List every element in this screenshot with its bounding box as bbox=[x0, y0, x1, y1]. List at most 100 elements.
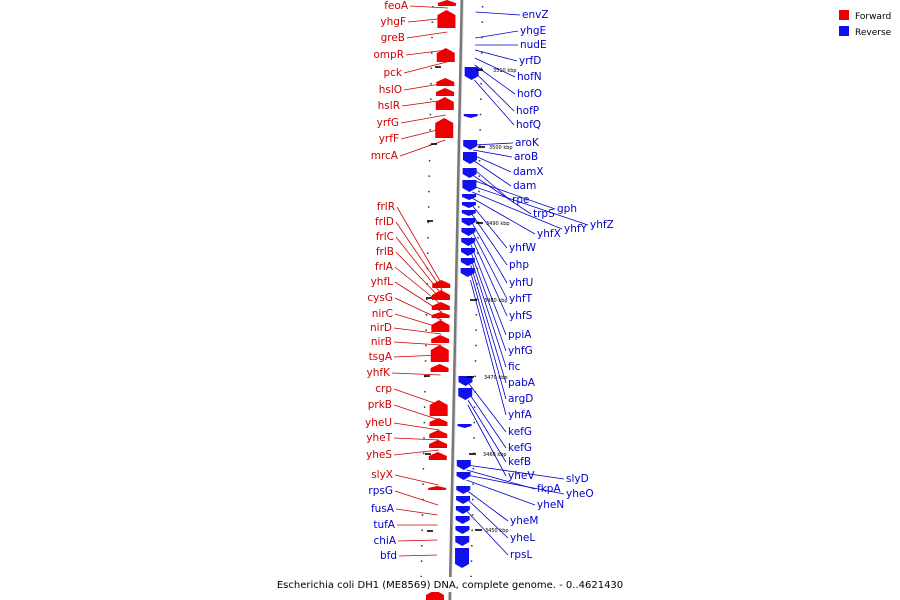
gene-label: hofQ bbox=[516, 119, 541, 131]
connector-line bbox=[467, 399, 507, 463]
scale-tick-label: 3460 kbp bbox=[483, 452, 507, 458]
reverse-gene-arrow bbox=[458, 388, 473, 400]
connector-line bbox=[472, 149, 513, 158]
scale-dot bbox=[476, 267, 479, 270]
scale-dot bbox=[424, 391, 426, 393]
connector-line bbox=[394, 474, 439, 486]
forward-gene-arrow bbox=[431, 335, 450, 343]
gene-label: yhfG bbox=[508, 345, 533, 357]
scale-dot bbox=[431, 21, 434, 23]
gene-label: greB bbox=[381, 32, 405, 44]
caption-background bbox=[286, 577, 616, 592]
connector-line bbox=[393, 422, 440, 431]
gene-label: trpS bbox=[533, 208, 555, 220]
connector-line bbox=[400, 114, 446, 124]
gene-label: yheS bbox=[366, 449, 392, 461]
connector-line bbox=[393, 449, 440, 456]
gene-label: yhfS bbox=[509, 310, 533, 322]
gene-label: prkB bbox=[368, 399, 392, 411]
scale-dot bbox=[475, 329, 477, 331]
gene-label: rpsG bbox=[368, 485, 393, 497]
reverse-gene-arrow bbox=[455, 516, 470, 524]
forward-gene-arrow bbox=[429, 418, 448, 426]
scale-dot bbox=[473, 437, 475, 439]
gene-label: yheL bbox=[510, 532, 535, 544]
gene-label: argD bbox=[508, 393, 533, 405]
scale-dot bbox=[423, 406, 426, 408]
forward-gene-arrow bbox=[429, 400, 448, 416]
reverse-gene-arrow bbox=[455, 536, 470, 546]
scale-dot bbox=[429, 129, 431, 131]
reverse-gene-arrow bbox=[456, 496, 471, 504]
legend-swatch-reverse bbox=[839, 26, 849, 36]
scale-tick-label: 3500 kbp bbox=[489, 145, 513, 151]
scale-dot bbox=[474, 360, 477, 362]
gene-label: yheN bbox=[537, 499, 564, 511]
reverse-gene-arrow bbox=[464, 67, 479, 80]
gene-label: pabA bbox=[508, 377, 536, 389]
reverse-gene-arrow bbox=[461, 218, 476, 226]
connector-line bbox=[391, 372, 441, 376]
scale-dot bbox=[470, 560, 473, 562]
gene-label: yrfG bbox=[377, 117, 399, 129]
scale-dot bbox=[430, 67, 433, 70]
scale-dot bbox=[477, 237, 479, 239]
connector-line bbox=[393, 404, 440, 421]
gene-label: yhfY bbox=[564, 223, 588, 235]
gene-labels: feoA yhgF greB ompR pck hslO hslR yrfG yrfF mrcA f… bbox=[365, 0, 614, 562]
reverse-gene-arrow bbox=[460, 258, 475, 266]
scale-dot bbox=[430, 83, 432, 85]
scale-dot bbox=[479, 129, 481, 131]
reverse-gene-arrow bbox=[456, 472, 471, 480]
gene-label: rpe bbox=[512, 194, 529, 206]
gene-label: gph bbox=[557, 203, 577, 215]
scale-dot bbox=[471, 529, 473, 532]
legend-label-reverse: Reverse bbox=[855, 28, 892, 38]
connector-line bbox=[470, 244, 507, 336]
forward-gene-arrow bbox=[435, 97, 454, 110]
gene-label: yhfA bbox=[508, 409, 533, 421]
gene-label: kefB bbox=[508, 456, 531, 468]
gene-label: php bbox=[509, 259, 529, 271]
scale-dot bbox=[430, 52, 433, 54]
connector-line bbox=[393, 327, 442, 335]
reverse-gene-arrow bbox=[457, 424, 472, 428]
scale-dot bbox=[478, 160, 481, 162]
scale-dot bbox=[480, 83, 482, 85]
connector-line bbox=[465, 509, 509, 556]
gene-label: slyX bbox=[371, 469, 393, 481]
scale-dot bbox=[473, 406, 476, 408]
gene-label: damX bbox=[513, 166, 544, 178]
scale-tick-label: 3470 kbp bbox=[484, 375, 508, 381]
connector-line bbox=[470, 264, 507, 384]
connector-line bbox=[472, 174, 532, 215]
gene-label: frlB bbox=[376, 246, 394, 258]
scale-dot bbox=[422, 498, 424, 501]
gene-label: hslO bbox=[379, 84, 402, 96]
connector-line bbox=[471, 229, 508, 300]
scale-tick-label: 3510 kbp bbox=[493, 68, 517, 74]
genome-backbone bbox=[448, 0, 464, 600]
gene-label: yhfZ bbox=[590, 219, 614, 231]
scale-dot bbox=[421, 529, 423, 532]
gene-label: yhgF bbox=[380, 16, 406, 28]
forward-gene-arrow bbox=[429, 440, 448, 448]
scale-dot bbox=[425, 329, 427, 331]
scale-dot bbox=[429, 113, 432, 116]
connector-line bbox=[409, 5, 448, 9]
reverse-gene-arrow bbox=[462, 152, 477, 164]
forward-gene-arrow bbox=[436, 78, 455, 86]
reverse-gene-arrow bbox=[455, 526, 470, 534]
connector-line bbox=[393, 388, 441, 406]
connector-line bbox=[394, 490, 439, 506]
legend-swatch-forward bbox=[839, 10, 849, 20]
connector-line bbox=[397, 539, 438, 542]
forward-gene-arrow bbox=[432, 280, 451, 288]
reverse-gene-arrow bbox=[460, 268, 475, 277]
gene-label: envZ bbox=[522, 9, 549, 21]
forward-gene-arrow bbox=[432, 290, 450, 300]
gene-label: yheM bbox=[510, 515, 538, 527]
scale-dot bbox=[476, 252, 479, 254]
connector-line bbox=[395, 508, 438, 516]
forward-gene-arrow bbox=[437, 10, 456, 28]
